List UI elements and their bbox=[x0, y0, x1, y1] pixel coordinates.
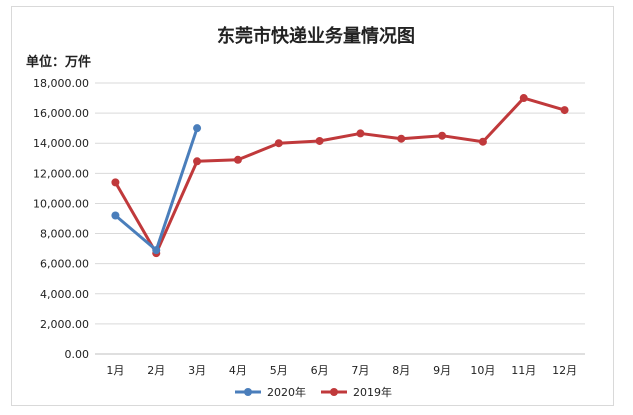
y-tick-label: 12,000.00 bbox=[33, 167, 89, 180]
chart-frame bbox=[11, 6, 614, 406]
y-tick-label: 6,000.00 bbox=[40, 258, 89, 271]
data-point bbox=[233, 155, 242, 164]
x-tick-label: 8月 bbox=[392, 364, 410, 377]
chart-title: 东莞市快递业务量情况图 bbox=[217, 25, 415, 47]
legend-marker bbox=[330, 388, 338, 396]
data-point bbox=[111, 211, 120, 220]
x-tick-label: 2月 bbox=[147, 364, 165, 377]
x-axis-ticks: 1月 2月 3月 4月 5月 6月 7月 8月 9月 10月 11月 12月 bbox=[106, 364, 577, 377]
y-axis-ticks: 0.00 2,000.00 4,000.00 6,000.00 8,000.00 10,0… bbox=[33, 77, 89, 361]
x-tick-label: 4月 bbox=[229, 364, 247, 377]
data-point bbox=[356, 129, 365, 138]
data-point bbox=[397, 134, 406, 143]
x-tick-label: 7月 bbox=[351, 364, 369, 377]
y-tick-label: 18,000.00 bbox=[33, 77, 89, 90]
series-lines bbox=[111, 94, 569, 258]
legend-label: 2020年 bbox=[267, 385, 306, 399]
data-point bbox=[560, 106, 569, 115]
x-tick-label: 1月 bbox=[106, 364, 124, 377]
data-point bbox=[519, 94, 528, 103]
y-tick-label: 0.00 bbox=[65, 348, 90, 361]
y-tick-label: 4,000.00 bbox=[40, 288, 89, 301]
data-point bbox=[193, 157, 202, 166]
legend-label: 2019年 bbox=[353, 385, 392, 399]
y-tick-label: 2,000.00 bbox=[40, 318, 89, 331]
x-tick-label: 9月 bbox=[433, 364, 451, 377]
data-point bbox=[111, 178, 120, 187]
y-tick-label: 8,000.00 bbox=[40, 228, 89, 241]
x-tick-label: 11月 bbox=[511, 364, 536, 377]
y-tick-label: 10,000.00 bbox=[33, 197, 89, 210]
x-tick-label: 3月 bbox=[188, 364, 206, 377]
data-point bbox=[193, 124, 202, 133]
legend: 2020年 2019年 bbox=[235, 385, 392, 399]
data-point bbox=[152, 246, 161, 255]
x-tick-label: 6月 bbox=[311, 364, 329, 377]
y-tick-label: 14,000.00 bbox=[33, 137, 89, 150]
series-line bbox=[113, 96, 567, 255]
data-point bbox=[274, 139, 283, 148]
data-point bbox=[315, 136, 324, 145]
x-tick-label: 12月 bbox=[552, 364, 577, 377]
data-point bbox=[478, 137, 487, 146]
data-point bbox=[438, 131, 447, 140]
x-tick-label: 10月 bbox=[470, 364, 495, 377]
y-tick-label: 16,000.00 bbox=[33, 107, 89, 120]
x-tick-label: 5月 bbox=[270, 364, 288, 377]
gridlines bbox=[95, 82, 585, 355]
legend-marker bbox=[244, 388, 252, 396]
unit-label: 单位：万件 bbox=[26, 54, 91, 70]
